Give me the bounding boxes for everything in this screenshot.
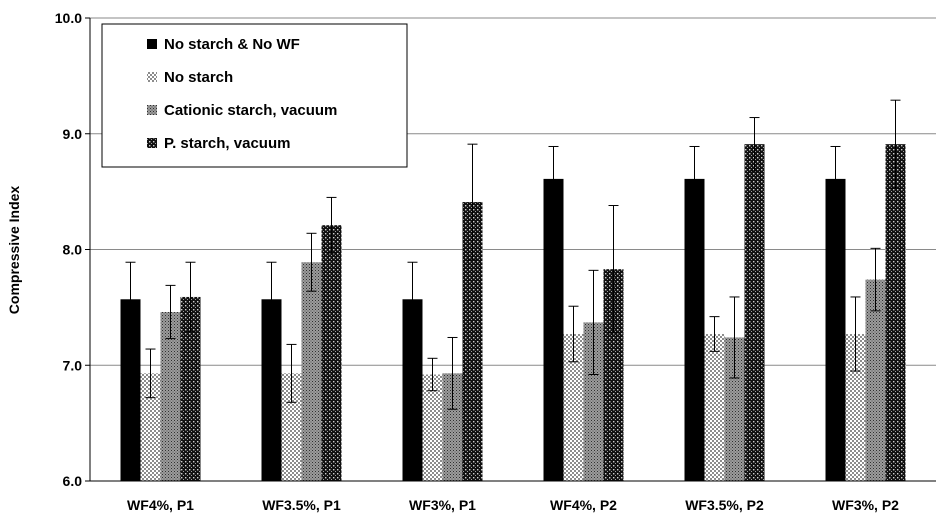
x-tick-label: WF4%, P1: [127, 497, 194, 513]
legend-swatch: [147, 39, 157, 49]
bar: [704, 333, 725, 481]
x-tick-label: WF3%, P1: [409, 497, 476, 513]
bar: [442, 373, 463, 481]
y-tick-label: 7.0: [63, 357, 83, 373]
y-tick-label: 9.0: [63, 126, 83, 142]
bar: [563, 333, 584, 481]
bar: [603, 269, 624, 481]
bar: [744, 144, 765, 482]
bar: [865, 279, 886, 481]
bar: [724, 337, 745, 481]
y-tick-label: 10.0: [55, 10, 82, 26]
y-tick-label: 6.0: [63, 473, 83, 489]
bar: [120, 299, 141, 481]
x-tick-label: WF3%, P2: [832, 497, 899, 513]
bar: [281, 373, 302, 481]
bar: [684, 178, 705, 481]
y-tick-label: 8.0: [63, 242, 83, 258]
bar: [160, 312, 181, 481]
error-bars: [125, 99, 901, 410]
x-tick-label: WF3.5%, P1: [262, 497, 341, 513]
y-axis-title: Compressive Index: [6, 186, 22, 315]
bar: [321, 225, 342, 481]
bar: [885, 144, 906, 482]
legend-swatch: [147, 105, 157, 115]
bar: [462, 202, 483, 482]
bar: [140, 373, 161, 481]
x-tick-label: WF4%, P2: [550, 497, 617, 513]
bar: [180, 296, 201, 481]
x-tick-label: WF3.5%, P2: [685, 497, 764, 513]
bar: [422, 374, 443, 481]
bar: [301, 262, 322, 481]
legend: No starch & No WF No starch Cationic starc…: [101, 23, 408, 168]
bar: [543, 178, 564, 481]
bar: [825, 178, 846, 481]
legend-label: No starch: [164, 69, 233, 86]
legend-label: P. starch, vacuum: [164, 135, 290, 152]
axes: [85, 17, 936, 482]
legend-swatch: [147, 72, 157, 82]
bar: [583, 322, 604, 481]
bar: [402, 299, 423, 481]
x-tick-labels: WF4%, P1 WF3.5%, P1 WF3%, P1 WF4%, P2 WF3.5%…: [127, 497, 899, 513]
y-tick-labels: 6.0 7.0 8.0 9.0 10.0: [55, 10, 82, 489]
bar: [261, 299, 282, 481]
legend-label: No starch & No WF: [164, 36, 300, 53]
legend-swatch: [147, 138, 157, 148]
bars: [120, 144, 906, 482]
legend-label: Cationic starch, vacuum: [164, 102, 337, 119]
